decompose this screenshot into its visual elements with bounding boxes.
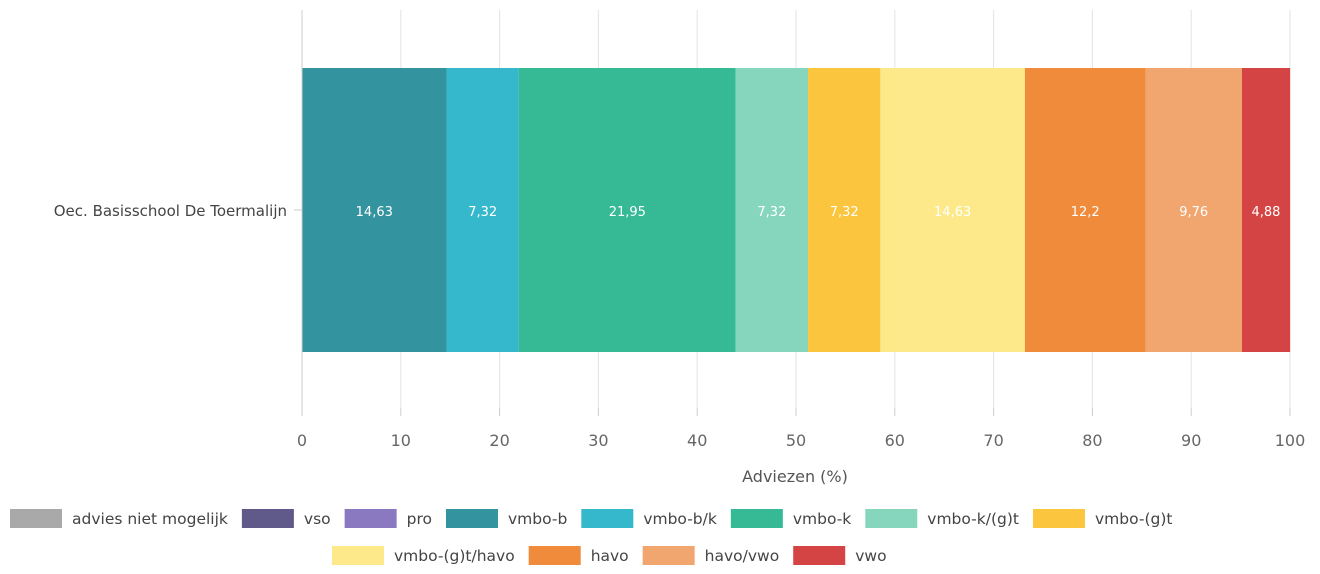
bar-segment-vmbo-g-t [808, 68, 881, 352]
x-tick-label: 100 [1275, 431, 1306, 450]
legend-label: vmbo-(g)t/havo [394, 547, 515, 565]
bar-segment-vmbo-b-k [446, 68, 519, 352]
legend-label: vmbo-k [793, 510, 851, 528]
bar-segment-vmbo-b [302, 68, 447, 352]
bar-segment-vwo [1241, 68, 1291, 352]
data-label: 14,63 [934, 205, 971, 220]
bar-segment-havo [1024, 68, 1146, 352]
legend-label: havo/vwo [705, 547, 780, 565]
legend-label: vso [304, 510, 331, 528]
legend-swatch [528, 546, 581, 565]
data-label: 7,32 [830, 205, 859, 220]
bar-segment-vmbo-g-t-havo [880, 68, 1025, 352]
x-tick-label: 80 [1082, 431, 1102, 450]
bar-segments [302, 68, 1291, 352]
legend-label: havo [591, 547, 629, 565]
legend-label: vwo [855, 547, 886, 565]
x-tick-label: 60 [885, 431, 905, 450]
legend-label: vmbo-b [508, 510, 567, 528]
axes: Oec. Basisschool De Toermalijn Adviezen … [54, 10, 1306, 486]
legend: advies niet mogelijk vso pro vmbo-b vmbo-b/k… [10, 509, 1172, 565]
bar-segment-havo-vwo [1145, 68, 1242, 352]
legend-swatch [581, 509, 634, 528]
legend-swatch [793, 546, 846, 565]
x-tick-label: 20 [489, 431, 509, 450]
data-label: 7,32 [468, 205, 497, 220]
data-label: 12,2 [1071, 205, 1100, 220]
x-tick-label: 40 [687, 431, 707, 450]
data-labels: 14,63 7,32 21,95 7,32 7,32 14,63 12,2 9,76 4,88 [356, 205, 1281, 220]
x-axis-title: Adviezen (%) [742, 467, 848, 486]
legend-label: vmbo-(g)t [1095, 510, 1173, 528]
legend-swatch [445, 509, 498, 528]
x-tick-label: 0 [297, 431, 307, 450]
data-label: 14,63 [356, 205, 393, 220]
legend-swatch [10, 509, 62, 528]
legend-swatch [865, 509, 918, 528]
x-tick-label: 30 [588, 431, 608, 450]
legend-swatch [344, 509, 397, 528]
x-tick-label: 50 [786, 431, 806, 450]
legend-swatch [241, 509, 294, 528]
legend-label: advies niet mogelijk [72, 510, 228, 528]
data-label: 9,76 [1179, 205, 1208, 220]
x-tick-label: 70 [983, 431, 1003, 450]
data-label: 21,95 [609, 205, 646, 220]
bar-segment-vmbo-k-g-t [735, 68, 809, 352]
legend-swatch [642, 546, 695, 565]
data-label: 4,88 [1252, 205, 1281, 220]
legend-swatch [730, 509, 783, 528]
bar-segment-vmbo-k [518, 68, 736, 352]
legend-swatch [332, 546, 384, 565]
data-label: 7,32 [757, 205, 786, 220]
legend-swatch [1032, 509, 1085, 528]
category-label: Oec. Basisschool De Toermalijn [54, 202, 287, 220]
x-tick-label: 10 [391, 431, 411, 450]
x-tick-label: 90 [1181, 431, 1201, 450]
legend-label: vmbo-k/(g)t [927, 510, 1019, 528]
legend-label: vmbo-b/k [643, 510, 717, 528]
legend-label: pro [407, 510, 432, 528]
